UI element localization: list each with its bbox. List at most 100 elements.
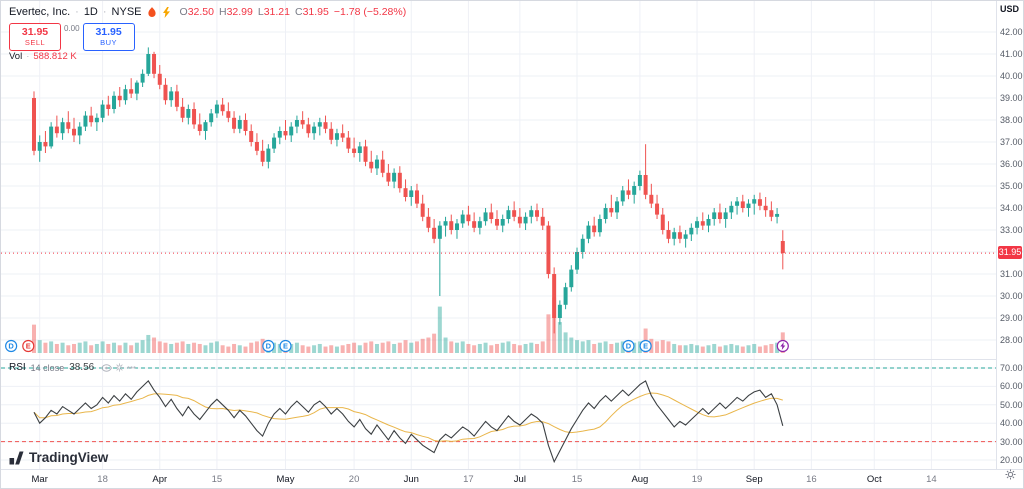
high-value: 32.99: [226, 6, 253, 18]
buy-label: BUY: [100, 38, 118, 47]
exchange-label[interactable]: NYSE: [111, 6, 142, 18]
event-marker-E[interactable]: E: [22, 339, 35, 353]
settings-icon: [115, 363, 124, 372]
price-scale-label: 38.00: [1000, 115, 1023, 125]
price-scale-label: 36.00: [1000, 159, 1023, 169]
rsi-scale-label: 20.00: [1000, 455, 1023, 465]
rsi-legend: RSI 14 close 38.56: [9, 362, 136, 373]
separator-dot: ·: [102, 6, 107, 18]
svg-text:D: D: [626, 342, 632, 351]
volume-layer: [32, 297, 785, 353]
open-value: 32.50: [187, 6, 214, 18]
event-marker-D[interactable]: D: [622, 339, 635, 353]
rsi-layer: [1, 367, 998, 464]
rsi-value: 38.56: [69, 362, 95, 373]
event-marker-E[interactable]: E: [639, 339, 652, 353]
svg-text:E: E: [643, 342, 648, 351]
rsi-params: 14 close: [30, 362, 65, 373]
rsi-scale-label: 70.00: [1000, 363, 1023, 373]
symbol-legend: Evertec, Inc. · 1D · NYSE O32.50 H32.99 …: [9, 6, 406, 18]
buy-price: 31.95: [95, 26, 122, 38]
tradingview-logo-text: TradingView: [29, 450, 109, 465]
low-value: 31.21: [263, 6, 290, 18]
tradingview-logo[interactable]: TradingView: [9, 450, 108, 465]
event-marker-bolt[interactable]: [776, 339, 789, 353]
time-scale-label: 14: [926, 474, 937, 485]
sell-button[interactable]: 31.95 SELL: [9, 23, 61, 51]
time-scale-label: Jun: [403, 474, 419, 485]
time-scale-label: Jul: [513, 474, 526, 485]
price-scale-label: 35.00: [1000, 181, 1023, 191]
close-label: C: [294, 6, 303, 18]
volume-indicator-name[interactable]: Vol: [9, 51, 23, 62]
time-scale-label: Mar: [31, 474, 48, 485]
volume-legend: Vol · 588.812 K: [9, 51, 77, 62]
price-scale-label: 41.00: [1000, 49, 1023, 59]
buy-button[interactable]: 31.95 BUY: [82, 23, 135, 51]
open-label: O: [179, 6, 188, 18]
symbol-name[interactable]: Evertec, Inc.: [9, 6, 71, 18]
bolt-icon: [162, 6, 171, 18]
price-scale-label: 42.00: [1000, 27, 1023, 37]
event-marker-E[interactable]: E: [279, 339, 292, 353]
price-scale-label: 37.00: [1000, 137, 1023, 147]
rsi-scale-label: 50.00: [1000, 399, 1023, 410]
close-value: 31.95: [302, 6, 329, 18]
event-marker-D[interactable]: D: [5, 339, 18, 353]
volume-value: 588.812 K: [33, 51, 77, 62]
time-scale-label: 17: [463, 474, 474, 485]
high-label: H: [218, 6, 227, 18]
grid-layer: [1, 1, 998, 471]
time-scale-label: 15: [571, 474, 583, 485]
price-scale-label: 39.00: [1000, 93, 1023, 103]
interval-label[interactable]: 1D: [83, 6, 98, 18]
time-scale-label: 16: [806, 474, 817, 485]
sell-price: 31.95: [21, 26, 49, 38]
time-scale-label: Sep: [745, 474, 763, 485]
more-icon: [127, 366, 136, 369]
time-scale-label: 18: [97, 474, 108, 485]
currency-label[interactable]: USD: [999, 4, 1019, 14]
change-value: −1.78 (−5.28%): [333, 6, 407, 18]
gear-icon[interactable]: [1005, 467, 1016, 485]
price-scale-label: 40.00: [1000, 71, 1023, 81]
indicator-actions[interactable]: [101, 363, 136, 372]
price-scale-label: 34.00: [1000, 203, 1023, 213]
svg-text:E: E: [283, 342, 288, 351]
rsi-scale-label: 60.00: [1000, 381, 1023, 392]
separator-dot: ·: [26, 51, 30, 62]
svg-text:D: D: [266, 342, 272, 351]
svg-text:D: D: [8, 342, 14, 351]
svg-text:E: E: [26, 342, 31, 351]
ohlc-readout: O32.50 H32.99 L31.21 C31.95: [180, 6, 329, 18]
price-scale[interactable]: 42.00 41.00 40.00 39.00 38.00 37.00 36.00 35.00…: [996, 1, 1023, 471]
price-scale-label: 29.00: [1000, 313, 1023, 323]
low-label: L: [257, 6, 264, 18]
time-scale-label: Aug: [631, 474, 649, 485]
price-scale-label: 33.00: [1000, 225, 1023, 235]
spread-value: 0.00: [61, 23, 83, 34]
last-price-badge: 31.95: [998, 246, 1022, 260]
sell-label: SELL: [24, 38, 46, 47]
rsi-indicator-name[interactable]: RSI: [9, 362, 26, 373]
separator-dot: ·: [75, 6, 79, 18]
flame-icon: [147, 6, 157, 18]
price-scale-label: 30.00: [1000, 291, 1023, 301]
time-scale-label: 20: [348, 474, 360, 485]
rsi-scale-label: 30.00: [1000, 436, 1023, 447]
rsi-scale-label: 40.00: [1000, 418, 1023, 429]
tradingview-logo-icon: [9, 451, 24, 465]
time-scale-label: 19: [691, 474, 703, 485]
time-scale-label: 15: [211, 474, 223, 485]
time-scale-label: Apr: [152, 474, 168, 485]
event-marker-D[interactable]: D: [262, 339, 275, 353]
candles-layer: [32, 47, 785, 334]
time-scale[interactable]: Mar 18 Apr 15 May 20 Jun 17 Jul 15 Aug 19 Sep 16 Oct 14: [1, 469, 1023, 488]
price-scale-label: 31.00: [1000, 269, 1023, 279]
trade-widget: 31.95 SELL 0.00 31.95 BUY: [9, 23, 135, 51]
eye-icon: [101, 363, 113, 372]
time-scale-label: May: [276, 474, 295, 485]
